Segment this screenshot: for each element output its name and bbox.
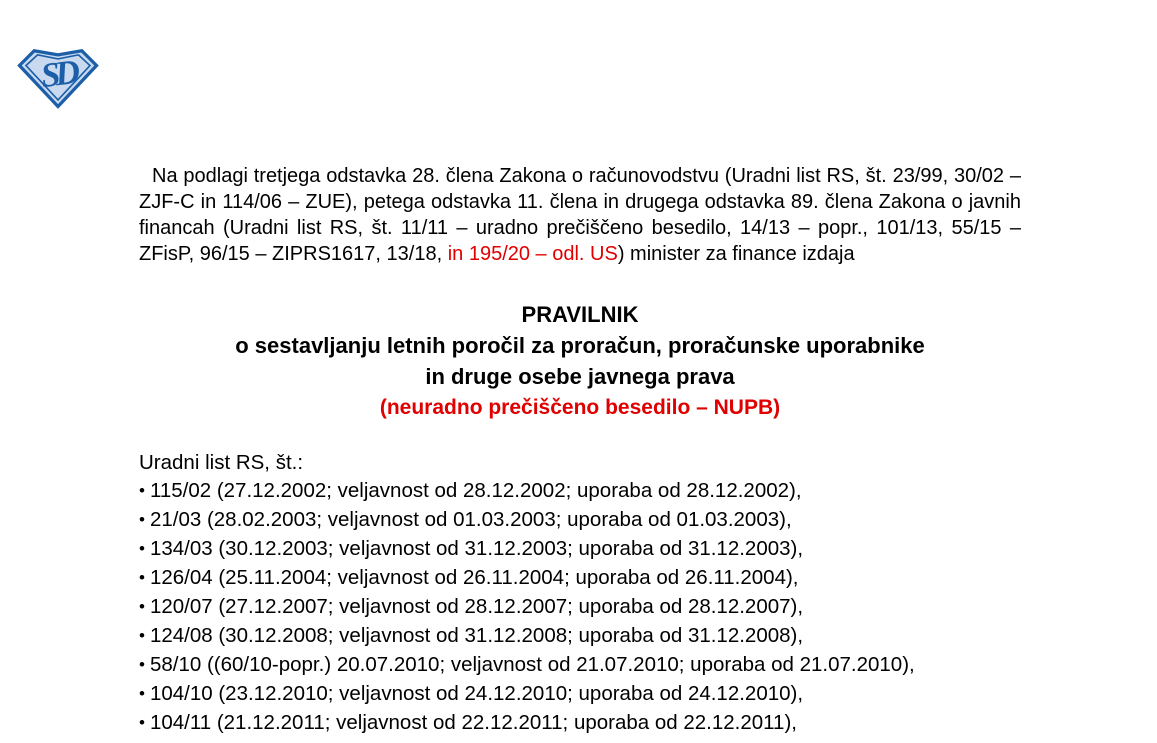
document-title: PRAVILNIK [521, 302, 639, 327]
list-item-text: 104/10 (23.12.2010; veljavnost od 24.12.… [149, 682, 804, 705]
list-item: • 134/03 (30.12.2003; veljavnost od 31.12… [139, 535, 1021, 564]
list-item-text: 58/10 ((60/10-popr.) 20.07.2010; veljavn… [149, 653, 915, 676]
list-item: • 124/08 (30.12.2008; veljavnost od 31.12… [139, 622, 1021, 651]
bullet-icon: • [139, 655, 145, 674]
list-item-text: 115/02 (27.12.2002; veljavnost od 28.12.… [149, 479, 802, 502]
document-body: Na podlagi tretjega odstavka 28. člena Z… [139, 163, 1021, 738]
list-item-text: 126/04 (25.11.2004; veljavnost od 26.11.… [149, 566, 799, 589]
list-item: • 58/10 ((60/10-popr.) 20.07.2010; veljav… [139, 651, 1021, 680]
list-item: • 126/04 (25.11.2004; veljavnost od 26.11… [139, 564, 1021, 593]
bullet-icon: • [139, 539, 145, 558]
bullet-icon: • [139, 597, 145, 616]
list-item: • 21/03 (28.02.2003; veljavnost od 01.03.… [139, 506, 1021, 535]
sd-shield-icon: SD [17, 48, 99, 109]
list-item-text: 120/07 (27.12.2007; veljavnost od 28.12.… [149, 595, 804, 618]
sd-logo: SD [17, 44, 99, 110]
intro-text-red-amendment: in 195/20 – odl. US [447, 243, 618, 265]
document-subtitle-red: (neuradno prečiščeno besedilo – NUPB) [379, 396, 781, 419]
bullet-icon: • [139, 510, 145, 529]
intro-text-black-2: ) minister za finance izdaja [617, 243, 855, 265]
list-item-text: 104/11 (21.12.2011; veljavnost od 22.12.… [149, 711, 797, 734]
intro-paragraph: Na podlagi tretjega odstavka 28. člena Z… [139, 163, 1021, 267]
bullet-icon: • [139, 713, 145, 732]
document-title-line2: o sestavljanju letnih poročil za proraču… [235, 333, 925, 358]
list-item-text: 124/08 (30.12.2008; veljavnost od 31.12.… [149, 624, 804, 647]
list-item: • 104/10 (23.12.2010; veljavnost od 24.12… [139, 680, 1021, 709]
list-item: • 104/11 (21.12.2011; veljavnost od 22.12… [139, 709, 1021, 738]
list-item: • 115/02 (27.12.2002; veljavnost od 28.12… [139, 477, 1021, 506]
gazette-heading: Uradni list RS, št.: [139, 451, 304, 474]
bullet-icon: • [139, 481, 145, 500]
bullet-icon: • [139, 568, 145, 587]
list-item-text: 21/03 (28.02.2003; veljavnost od 01.03.2… [149, 508, 792, 531]
bullet-icon: • [139, 626, 145, 645]
document-title-line3: in druge osebe javnega prava [425, 364, 735, 389]
intro-text-black-1: Na podlagi tretjega odstavka 28. člena Z… [139, 165, 1021, 265]
bullet-icon: • [139, 684, 145, 703]
list-item: • 120/07 (27.12.2007; veljavnost od 28.12… [139, 593, 1021, 622]
title-block: PRAVILNIK o sestavljanju letnih poročil … [139, 299, 1021, 423]
gazette-list: • 115/02 (27.12.2002; veljavnost od 28.12… [139, 477, 1021, 738]
list-item-text: 134/03 (30.12.2003; veljavnost od 31.12.… [149, 537, 804, 560]
